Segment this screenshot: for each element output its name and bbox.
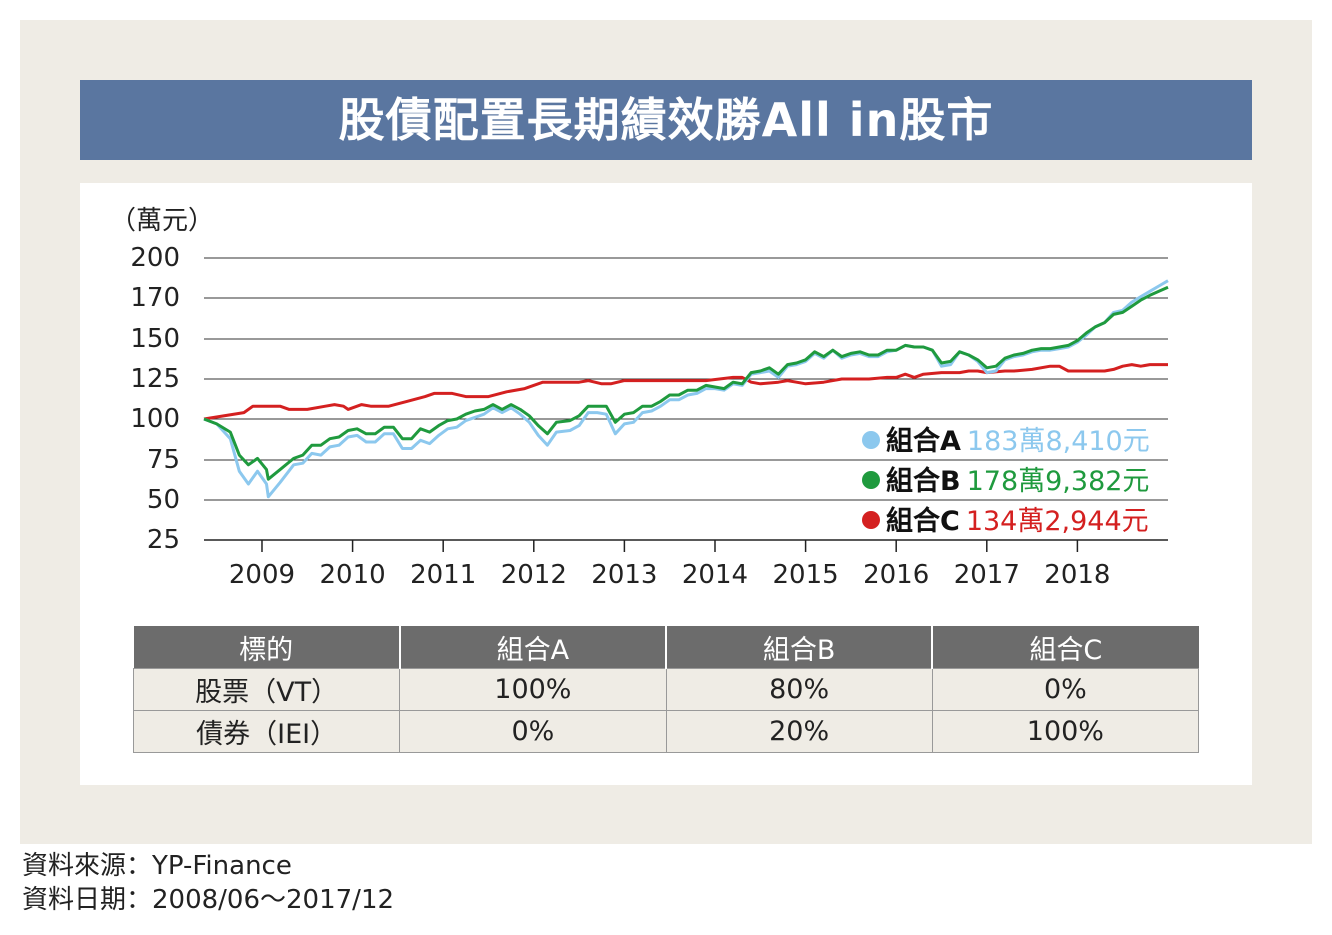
table-cell: 80% (666, 669, 932, 711)
legend-name-c: 組合C (886, 506, 960, 537)
legend-marker-c (862, 511, 880, 529)
table-cell: 債券（IEI） (134, 711, 400, 753)
legend-value-c: 134萬2,944元 (966, 506, 1149, 537)
table-cell: 0% (400, 711, 666, 753)
table-cell: 100% (932, 711, 1198, 753)
table-row: 股票（VT） 100% 80% 0% (134, 669, 1199, 711)
table-header-cell: 組合A (400, 626, 666, 669)
x-axis (262, 540, 1077, 552)
legend-item-b: 組合B 178萬9,382元 (862, 465, 1149, 499)
footer-period: 資料日期：2008/06～2017/12 (22, 884, 394, 916)
table-row: 債券（IEI） 0% 20% 100% (134, 711, 1199, 753)
legend-name-a: 組合A (886, 426, 961, 457)
footer-source: 資料來源：YP-Finance (22, 850, 292, 882)
table-cell: 20% (666, 711, 932, 753)
table-header-cell: 標的 (134, 626, 400, 669)
table-cell: 股票（VT） (134, 669, 400, 711)
legend-value-a: 183萬8,410元 (967, 426, 1150, 457)
legend-item-a: 組合A 183萬8,410元 (862, 425, 1150, 459)
table-cell: 0% (932, 669, 1198, 711)
legend-item-c: 組合C 134萬2,944元 (862, 505, 1149, 539)
legend-value-b: 178萬9,382元 (967, 466, 1150, 497)
legend-marker-b (862, 471, 880, 489)
legend-name-b: 組合B (886, 466, 961, 497)
table-header-cell: 組合C (932, 626, 1198, 669)
legend-marker-a (862, 431, 880, 449)
table-cell: 100% (400, 669, 666, 711)
table-header-cell: 組合B (666, 626, 932, 669)
allocation-table: 標的 組合A 組合B 組合C 股票（VT） 100% 80% 0% 債券（IEI… (133, 626, 1199, 753)
table-header-row: 標的 組合A 組合B 組合C (134, 626, 1199, 669)
